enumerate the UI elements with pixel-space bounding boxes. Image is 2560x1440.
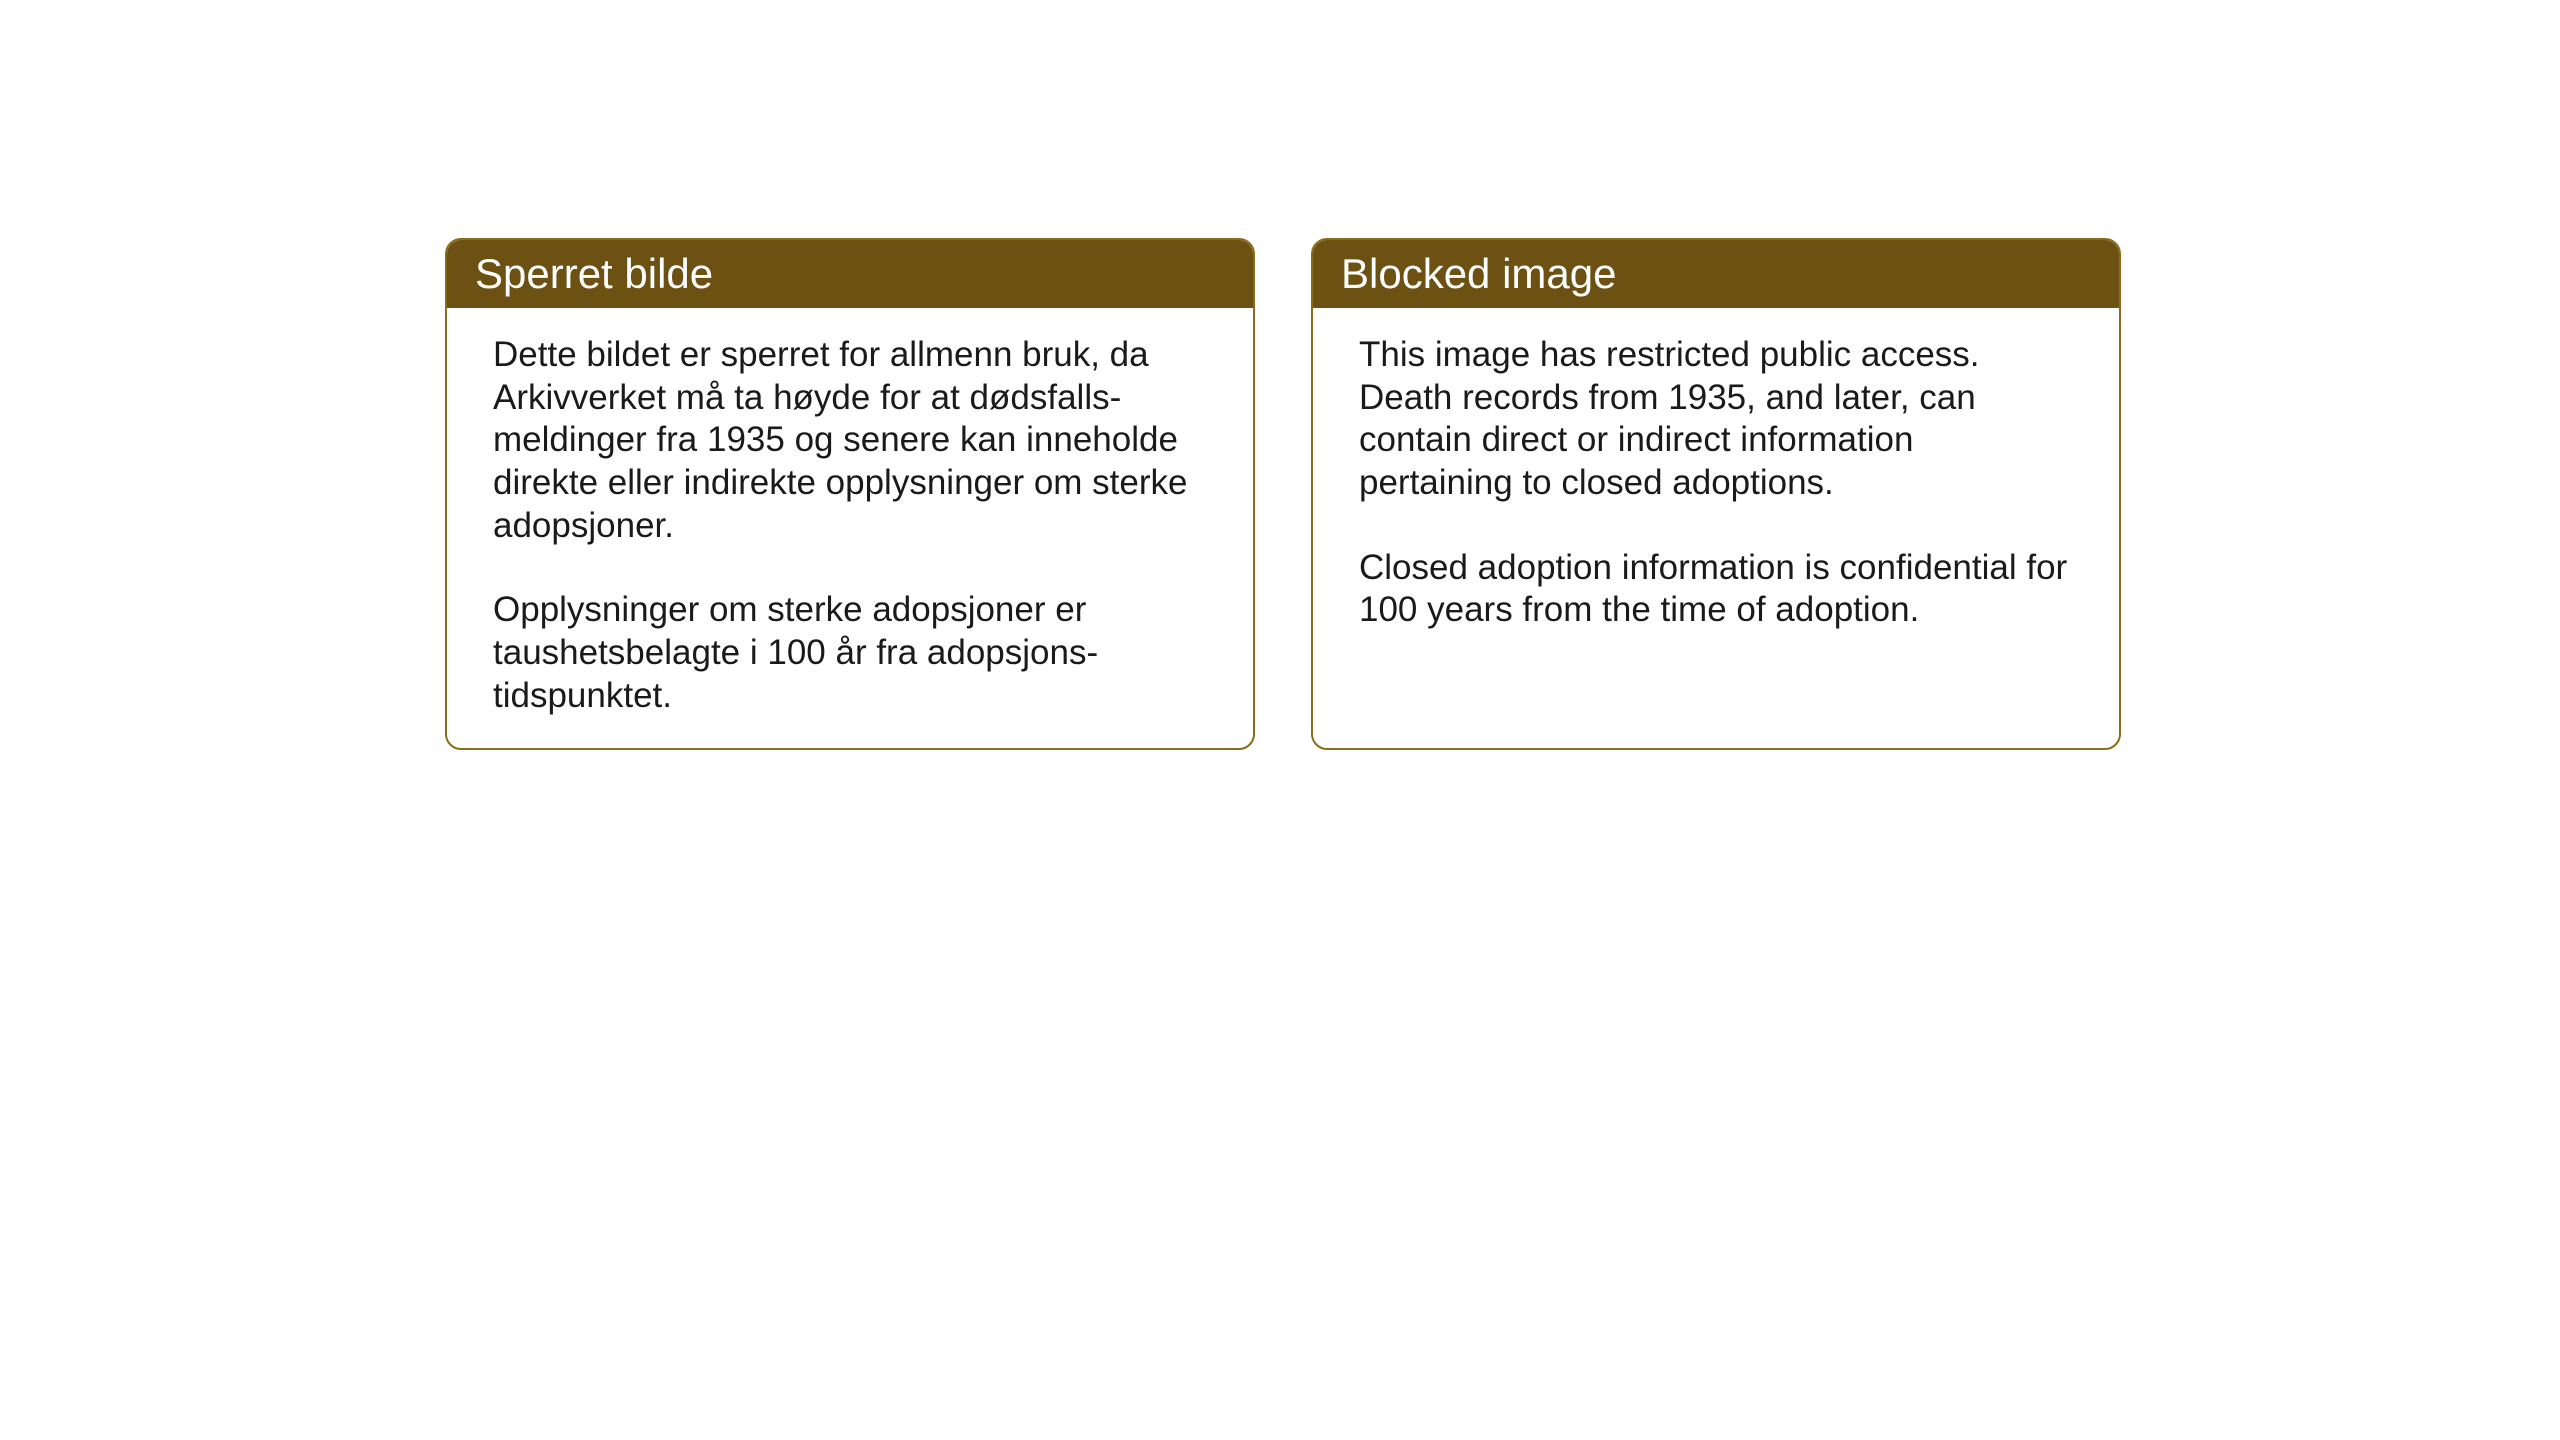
card-paragraph: This image has restricted public access.… — [1359, 334, 2073, 505]
card-body: Dette bildet er sperret for allmenn bruk… — [447, 308, 1253, 748]
card-header: Blocked image — [1313, 240, 2119, 308]
notice-card-norwegian: Sperret bilde Dette bildet er sperret fo… — [445, 238, 1255, 750]
card-title: Sperret bilde — [475, 250, 713, 297]
card-paragraph: Dette bildet er sperret for allmenn bruk… — [493, 334, 1207, 547]
notice-container: Sperret bilde Dette bildet er sperret fo… — [445, 238, 2121, 750]
card-header: Sperret bilde — [447, 240, 1253, 308]
notice-card-english: Blocked image This image has restricted … — [1311, 238, 2121, 750]
card-paragraph: Closed adoption information is confident… — [1359, 547, 2073, 632]
card-paragraph: Opplysninger om sterke adopsjoner er tau… — [493, 589, 1207, 717]
card-body: This image has restricted public access.… — [1313, 308, 2119, 728]
card-title: Blocked image — [1341, 250, 1616, 297]
